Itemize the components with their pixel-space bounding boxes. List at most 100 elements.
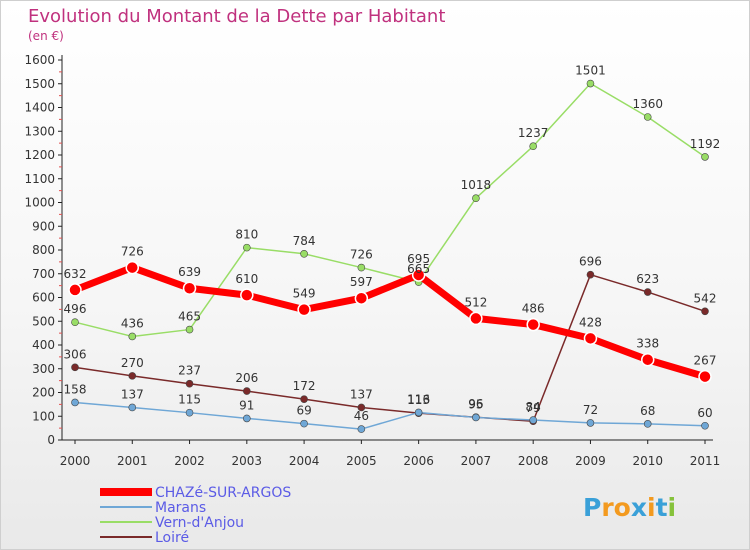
logo-letter: t — [656, 493, 668, 522]
data-point — [300, 419, 308, 428]
logo-letter: i — [668, 493, 677, 522]
data-point — [526, 317, 540, 332]
data-point — [71, 318, 79, 327]
data-point — [243, 243, 251, 252]
data-label: 68 — [640, 404, 655, 418]
data-point — [472, 194, 480, 203]
data-point — [698, 369, 712, 384]
data-label: 623 — [636, 272, 659, 286]
data-label: 84 — [526, 400, 541, 414]
data-label: 542 — [694, 291, 717, 305]
data-point — [643, 420, 652, 428]
logo-letter: P — [583, 493, 601, 522]
data-point — [357, 425, 366, 433]
data-label: 137 — [121, 387, 144, 401]
x-tick-label: 2005 — [346, 454, 377, 468]
data-point — [643, 113, 652, 121]
y-tick-label: 400 — [32, 338, 55, 352]
proxiti-logo: Proxiti — [583, 493, 676, 522]
y-tick-label: 1200 — [24, 148, 55, 162]
x-tick-label: 2006 — [403, 454, 434, 468]
data-point — [243, 414, 251, 423]
data-point — [354, 291, 369, 305]
series-line-1 — [74, 401, 706, 430]
series-layer — [68, 79, 712, 433]
data-point — [71, 398, 79, 407]
data-label: 96 — [468, 397, 483, 411]
data-point — [640, 352, 655, 367]
data-label: 206 — [235, 371, 258, 385]
axes: 0 100 200 300 400 500 600 700 800 900 1000 1100 1200… — [24, 53, 720, 468]
data-point — [701, 153, 709, 161]
data-label: 512 — [464, 295, 487, 309]
y-tick-label: 900 — [32, 219, 55, 233]
data-point — [243, 387, 251, 395]
data-label: 95 — [468, 397, 483, 411]
y-tick-label: 800 — [32, 243, 55, 257]
data-label: 428 — [579, 315, 602, 329]
data-label: 69 — [296, 404, 311, 418]
data-point — [71, 363, 79, 372]
x-tick-label: 2009 — [575, 454, 606, 468]
legend-label: Marans — [155, 500, 206, 516]
logo-letter: o — [614, 493, 631, 522]
data-point — [68, 283, 82, 297]
data-point — [357, 403, 366, 412]
data-point — [469, 311, 483, 326]
y-tick-label: 1100 — [24, 172, 55, 186]
x-tick-label: 2002 — [174, 454, 205, 468]
data-point — [125, 260, 140, 275]
data-label: 549 — [293, 287, 316, 301]
data-label: 79 — [526, 401, 541, 415]
data-label: 237 — [178, 364, 201, 378]
data-point — [586, 270, 595, 279]
x-tick-label: 2000 — [60, 454, 91, 468]
data-point — [529, 142, 537, 151]
data-point — [128, 332, 137, 341]
chart-title: Evolution du Montant de la Dette par Hab… — [28, 6, 445, 27]
data-label: 60 — [697, 406, 712, 420]
data-label: 1018 — [461, 178, 492, 192]
y-tick-label: 100 — [32, 409, 55, 423]
data-point — [414, 408, 423, 417]
data-label: 639 — [178, 265, 201, 279]
x-tick-label: 2007 — [461, 454, 492, 468]
data-label: 338 — [636, 337, 659, 351]
data-point — [411, 268, 426, 282]
data-point — [128, 403, 137, 412]
data-label: 267 — [694, 354, 717, 368]
data-point — [300, 395, 308, 403]
data-point — [586, 79, 595, 88]
data-point — [472, 413, 480, 422]
y-tick-label: 500 — [32, 314, 55, 328]
data-point — [185, 408, 194, 417]
data-point — [643, 288, 652, 296]
data-point — [297, 302, 311, 317]
data-label: 465 — [178, 310, 201, 324]
data-label: 1237 — [518, 126, 549, 140]
y-tick-label: 1400 — [24, 101, 55, 115]
data-point — [185, 379, 194, 388]
chart-subtitle: (en €) — [28, 29, 64, 43]
data-label: 306 — [64, 347, 87, 361]
legend-label: Vern-d'Anjou — [155, 515, 244, 531]
data-point — [529, 416, 537, 424]
y-tick-label: 200 — [32, 386, 55, 400]
y-tick-label: 300 — [32, 362, 55, 376]
y-tick-label: 0 — [47, 433, 55, 447]
legend-label: Loiré — [155, 530, 189, 546]
x-tick-label: 2003 — [232, 454, 263, 468]
logo-letter: x — [631, 493, 647, 522]
data-label: 72 — [583, 403, 598, 417]
data-label: 726 — [121, 245, 144, 259]
y-tick-label: 1300 — [24, 124, 55, 138]
data-label: 115 — [178, 393, 201, 407]
data-label: 486 — [522, 302, 545, 316]
data-label: 91 — [239, 398, 254, 412]
data-label: 695 — [407, 252, 430, 266]
data-label: 1360 — [632, 97, 663, 111]
data-label: 665 — [407, 262, 430, 276]
data-point — [185, 325, 194, 334]
